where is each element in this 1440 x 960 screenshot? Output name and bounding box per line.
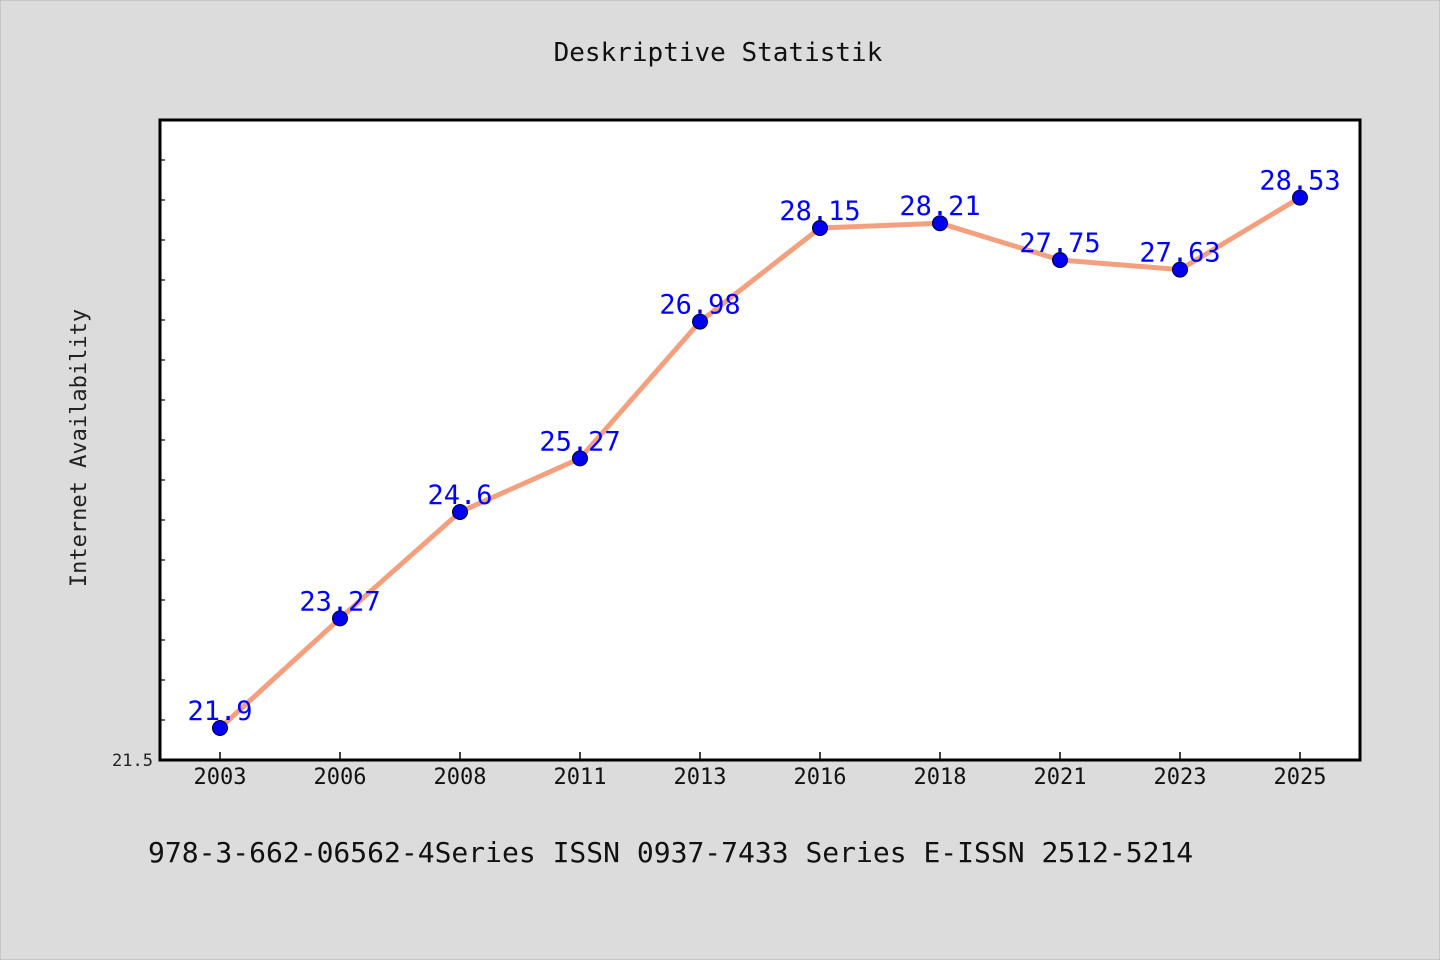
x-tick-label: 2021 (1034, 765, 1087, 790)
data-label: 23.27 (299, 586, 380, 617)
y-axis-label: Internet Availability (67, 309, 92, 587)
chart-title: Deskriptive Statistik (554, 38, 883, 68)
data-point (332, 610, 348, 627)
data-point (1052, 252, 1068, 268)
x-axis-ticks (219, 752, 1301, 760)
data-point (1292, 189, 1308, 206)
data-label: 21.9 (187, 696, 252, 727)
data-markers (212, 189, 1308, 736)
data-label: 26.98 (659, 290, 740, 321)
data-point (452, 504, 468, 520)
footer-text: 978-3-662-06562-4Series ISSN 0937-7433 S… (148, 836, 1193, 869)
data-point (932, 215, 948, 232)
y-axis-ticks (160, 119, 165, 761)
x-tick-label: 2023 (1154, 765, 1207, 790)
data-labels: 21.9 23.27 24.6 25.27 26.98 28.15 28.21 27.75 27… (187, 166, 1340, 727)
x-tick-label: 2025 (1274, 765, 1327, 790)
data-label: 27.75 (1019, 228, 1100, 259)
data-label: 27.63 (1139, 238, 1220, 269)
data-label: 24.6 (427, 480, 492, 511)
data-point (572, 450, 588, 467)
data-point (212, 720, 228, 736)
x-tick-label: 2011 (554, 765, 607, 790)
data-label: 28.15 (779, 196, 860, 227)
data-label: 28.53 (1259, 166, 1340, 197)
series-line (217, 195, 1303, 731)
data-point (1172, 261, 1188, 278)
data-point (812, 220, 828, 236)
x-tick-label: 2008 (434, 765, 487, 790)
data-label: 28.21 (899, 191, 980, 222)
data-point (692, 313, 708, 330)
x-tick-label: 2013 (674, 765, 727, 790)
x-tick-label: 2018 (914, 765, 967, 790)
x-axis-labels: 2003 2006 2008 2011 2013 2016 2018 2021 2023 2025 (194, 765, 1327, 790)
x-tick-label: 2003 (194, 765, 247, 790)
x-tick-label: 2006 (314, 765, 367, 790)
data-label: 25.27 (539, 426, 620, 457)
x-tick-label: 2016 (794, 765, 847, 790)
y-tick-label: 21.5 (112, 751, 153, 771)
plot-area (158, 118, 1362, 762)
